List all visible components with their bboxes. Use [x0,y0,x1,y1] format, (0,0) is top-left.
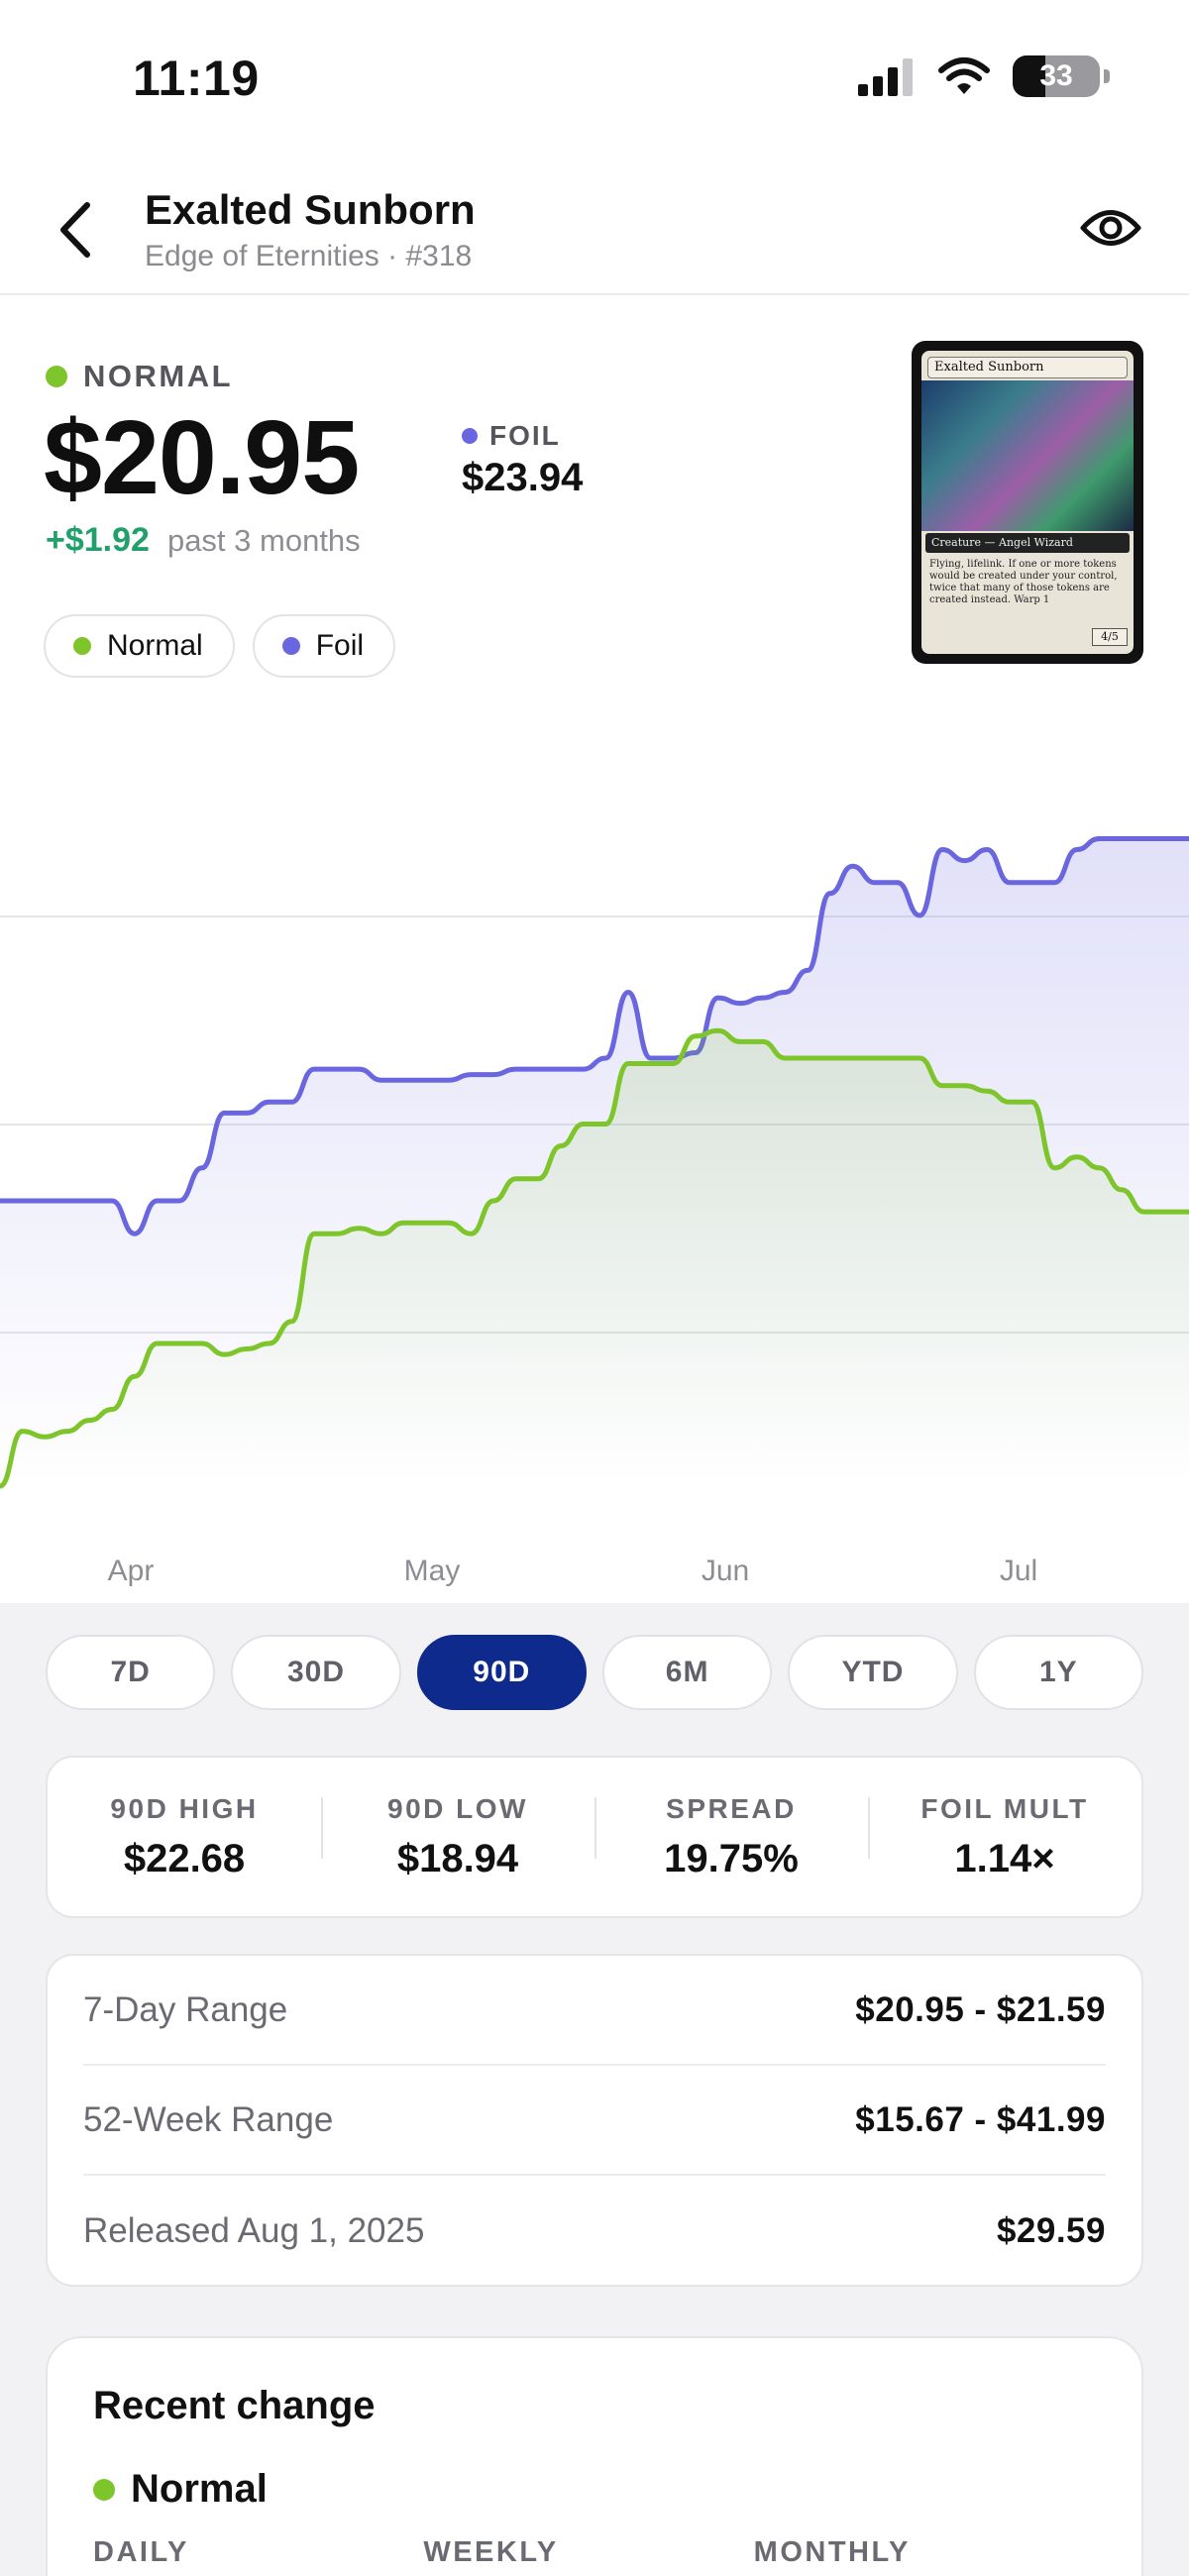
normal-dot-icon [93,2478,115,2501]
recent-change-columns: DAILY WEEKLY MONTHLY [93,2536,1084,2569]
card-frame: Exalted Sunborn Creature — Angel Wizard … [921,351,1134,654]
recent-change-condition: Normal [93,2467,268,2512]
foil-dot-icon [281,637,300,655]
stat-value: $18.94 [396,1836,519,1880]
range-label: Released Aug 1, 2025 [83,2210,425,2250]
stat-label: 90D HIGH [110,1792,259,1824]
x-tick-label: Apr [108,1555,155,1587]
status-time: 11:19 [133,51,260,106]
range-tab-30d[interactable]: 30D [231,1635,401,1710]
card-type-line: Creature — Angel Wizard [925,533,1130,553]
range-row: 52-Week Range $15.67 - $41.99 [83,2066,1106,2176]
primary-label: NORMAL [83,359,234,393]
price-chart[interactable]: Apr May Jun Jul [0,733,1189,1605]
toggle-normal[interactable]: Normal [44,614,235,678]
watch-button[interactable] [1076,200,1145,256]
price-change: +$1.92 past 3 months [46,521,361,560]
series-area-normal [0,1030,1189,1486]
range-tab-7d[interactable]: 7D [46,1635,216,1710]
price-change-period: past 3 months [166,523,361,558]
stat-label: FOIL MULT [920,1792,1089,1824]
card-image[interactable]: Exalted Sunborn Creature — Angel Wizard … [912,341,1143,664]
range-tabs: 7D 30D 90D 6M YTD 1Y [46,1635,1143,1710]
x-tick-label: Jul [1000,1555,1037,1587]
range-tab-1y[interactable]: 1Y [973,1635,1143,1710]
stat-label: 90D LOW [387,1792,528,1824]
stat-value: $22.68 [123,1836,246,1880]
signal-icon [858,58,913,96]
range-label: 52-Week Range [83,2099,334,2139]
back-button[interactable] [48,198,103,262]
series-toggles: Normal Foil [44,614,396,678]
battery-icon: 33 [1013,55,1100,97]
stat-label: SPREAD [666,1792,797,1824]
stat-value: 19.75% [664,1836,799,1880]
range-tab-6m[interactable]: 6M [601,1635,773,1710]
normal-dot-icon [73,637,91,655]
foil-dot-icon [462,428,478,444]
chart-series-layer [0,836,1189,1489]
price-change-delta: +$1.92 [46,521,150,559]
nav-header: Exalted Sunborn Edge of Eternities · #31… [0,168,1189,295]
range-label: 7-Day Range [83,1989,288,2029]
card-name: Exalted Sunborn [927,357,1128,378]
range-row: Released Aug 1, 2025 $29.59 [83,2176,1106,2286]
stat-value: 1.14× [954,1836,1055,1880]
foil-label: FOIL [489,420,561,451]
main-panel: 11:19 33 Exalted Sunborn Edge of Eternit… [0,0,1189,1603]
battery-level: 33 [1039,59,1073,92]
foil-condition-label: FOIL [462,420,561,452]
primary-price: $20.95 [44,399,360,516]
column-weekly: WEEKLY [423,2536,559,2568]
column-monthly: MONTHLY [753,2536,911,2568]
recent-change-condition-label: Normal [131,2467,268,2511]
normal-dot-icon [46,366,67,387]
card-rules-text: Flying, lifelink. If one or more tokens … [929,559,1118,605]
range-row: 7-Day Range $20.95 - $21.59 [83,1956,1106,2066]
toggle-foil[interactable]: Foil [252,614,396,678]
range-tab-90d[interactable]: 90D [416,1635,587,1710]
eye-icon [1080,210,1141,246]
ranges-card: 7-Day Range $20.95 - $21.59 52-Week Range $… [46,1954,1143,2287]
battery-nub [1104,69,1110,83]
stat-item: 90D LOW $18.94 [321,1793,594,1881]
chart-x-axis: Apr May Jun Jul [108,1555,1038,1587]
stat-item: SPREAD 19.75% [594,1793,868,1881]
range-value: $20.95 - $21.59 [855,1989,1106,2029]
wifi-icon [938,57,990,94]
series-line-normal [0,1027,1189,1489]
set-subtitle: Edge of Eternities · #318 [145,240,473,272]
primary-condition-label: NORMAL [46,359,233,394]
column-daily: DAILY [93,2536,189,2568]
chevron-left-icon [60,202,90,258]
status-icons: 33 [858,55,1110,97]
recent-change-card: Recent change Normal DAILY WEEKLY MONTHL… [46,2336,1143,2576]
x-tick-label: May [404,1555,461,1587]
series-line-foil [0,836,1189,1236]
stats-card: 90D HIGH $22.68 90D LOW $18.94 SPREAD 19.75% F… [46,1756,1143,1918]
stat-item: FOIL MULT 1.14× [868,1793,1141,1881]
range-value: $15.67 - $41.99 [855,2099,1106,2139]
toggle-label: Normal [107,629,203,662]
range-value: $29.59 [996,2210,1106,2250]
stat-item: 90D HIGH $22.68 [48,1793,321,1881]
foil-price: $23.94 [462,456,584,499]
range-tab-ytd[interactable]: YTD [788,1635,958,1710]
page-title: Exalted Sunborn [145,186,476,233]
recent-change-title: Recent change [93,2384,376,2427]
toggle-label: Foil [315,629,365,662]
card-power-toughness: 4/5 [1092,628,1128,646]
card-artwork [921,380,1134,531]
x-tick-label: Jun [702,1555,749,1587]
